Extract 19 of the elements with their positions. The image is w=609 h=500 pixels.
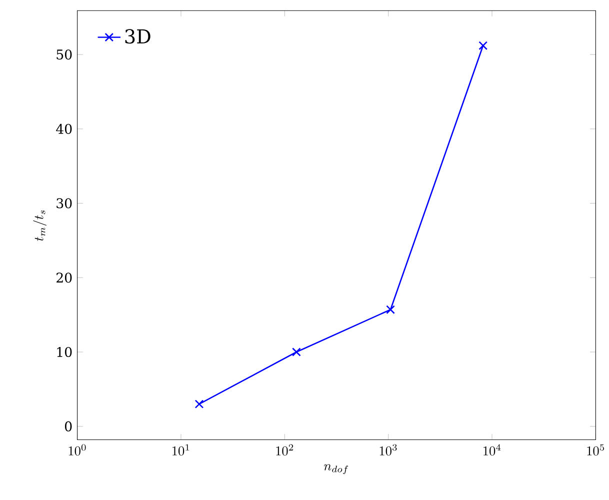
x-tick-label: $10^{0}$: [68, 444, 86, 456]
y-tick-label: 50: [56, 50, 72, 60]
x-tick-label: $10^{4}$: [484, 444, 501, 456]
y-tick-label: 0: [64, 421, 72, 432]
x-tick-label: $10^{3}$: [380, 444, 397, 456]
point: [478, 41, 488, 50]
x-tick-label: $10^{2}$: [276, 444, 294, 456]
y-tick-label: 30: [56, 198, 72, 208]
x-tick-label: $10^{1}$: [172, 444, 190, 456]
y-tick-label: 20: [56, 272, 72, 283]
y-tick-label: 10: [57, 347, 72, 358]
y-axis-title: $t_m/t_s$: [33, 210, 46, 242]
point: [194, 400, 204, 409]
y-tick-label: 40: [56, 124, 72, 134]
legend-label: 3D: [125, 29, 150, 44]
point: [386, 305, 395, 314]
x-tick-label: $10^{5}$: [587, 444, 604, 456]
x-axis-title: $n_{dof}$: [324, 464, 348, 474]
point: [292, 348, 301, 357]
